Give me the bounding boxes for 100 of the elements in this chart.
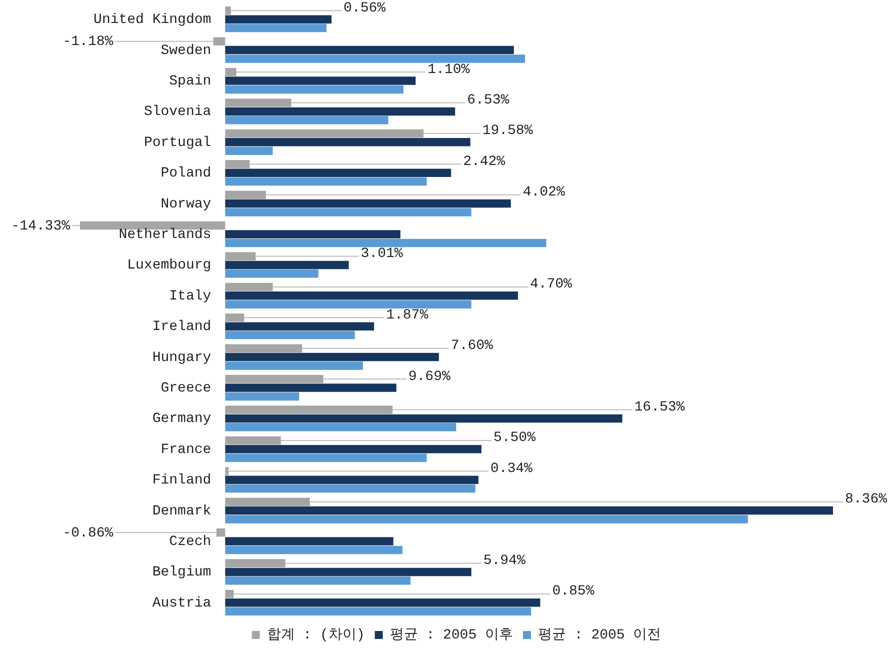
y-tick-label: Hungary [152,350,212,366]
legend-label: 평균 : 2005 이후 [390,628,514,644]
y-tick-label: Spain [169,73,212,90]
y-tick-label: Germany [152,411,212,428]
y-tick-label: Austria [152,595,212,612]
legend-label: 합계 : (차이) [266,628,365,644]
bar [225,54,526,63]
bar [225,330,355,340]
y-tick-label: Norway [160,196,212,212]
data-label: -14.33% [11,218,71,234]
bar [225,238,546,248]
bar [225,607,532,616]
data-label: 5.94% [483,552,526,569]
bar [225,260,349,270]
bar [225,498,310,506]
y-tick-label: Czech [169,534,212,550]
bar [225,374,324,384]
bar [225,68,236,76]
bar [225,445,482,454]
data-label: 7.60% [450,338,494,354]
bar [225,116,388,124]
bar [225,352,439,362]
bar [225,300,472,308]
bar [225,590,234,598]
y-tick-label: Finland [152,472,212,489]
bar [225,467,229,476]
bar [225,190,266,199]
data-label: -0.86% [62,525,114,542]
y-tick-label: Slovenia [144,104,212,120]
data-label: 9.69% [408,368,451,385]
bar [225,484,476,493]
y-tick-label: Luxembourg [127,258,212,274]
bar [225,208,472,216]
bar [216,528,226,537]
data-label: 1.10% [428,62,470,78]
bar [213,37,226,46]
bar [225,76,416,85]
bar [225,199,511,208]
bar [225,362,363,370]
bar [225,292,518,300]
data-label: 16.53% [634,399,686,416]
data-label: 0.56% [344,0,386,16]
y-tick-label: Portugal [144,134,212,151]
bar [225,568,472,576]
bar [225,138,470,146]
bar [225,15,332,24]
bar [225,85,404,94]
data-label: 3.01% [360,246,404,262]
data-label: 2.42% [463,154,506,170]
bar [225,270,318,278]
data-label: 4.02% [522,184,566,201]
bar [225,559,286,568]
bar [225,546,402,554]
y-tick-label: Italy [169,288,212,304]
legend-label: 평균 : 2005 이전 [538,628,662,644]
bar [225,454,427,462]
y-tick-label: Belgium [152,564,212,581]
bar [225,384,396,392]
bar [225,252,256,260]
data-label: 0.34% [490,460,534,477]
bar [225,392,300,401]
bar [225,24,326,32]
bar [225,476,478,484]
bar [225,146,273,155]
bar [225,282,273,292]
bar [225,322,374,330]
y-tick-label: Sweden [160,42,212,59]
bar [225,168,452,177]
bar [225,576,411,585]
data-label: -1.18% [62,34,114,50]
bar [225,177,427,186]
data-label: 0.85% [552,584,595,600]
bar [225,314,244,322]
bar [225,423,456,432]
bar [225,515,748,524]
bar [225,107,456,116]
y-tick-label: Poland [160,166,212,182]
bar [225,436,281,445]
bar [225,98,292,107]
bar [225,537,394,546]
bar [225,406,393,414]
data-label: 19.58% [482,123,534,140]
data-label: 1.87% [386,307,429,324]
y-tick-label: Netherlands [118,226,212,243]
bar [225,129,424,138]
bar [225,506,833,515]
data-label: 4.70% [530,276,573,293]
bar [225,230,400,238]
y-tick-label: Greece [160,380,212,396]
y-tick-label: France [160,442,212,458]
bar [225,598,540,607]
bar [225,6,231,15]
data-label: 6.53% [467,92,510,108]
bar [225,160,250,168]
bar [225,46,514,54]
data-label: 8.36% [845,492,888,508]
data-label: 5.50% [493,430,536,446]
y-tick-label: Ireland [152,319,212,336]
bar [225,414,622,423]
y-tick-label: United Kingdom [94,12,212,28]
